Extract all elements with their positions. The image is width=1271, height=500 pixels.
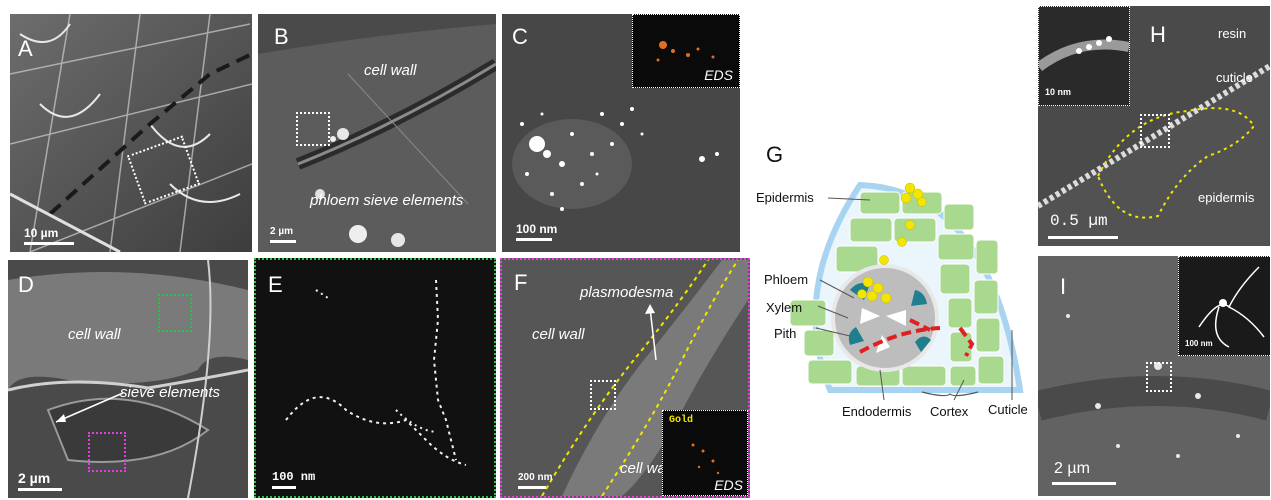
panel-f-plasmodesma-text: plasmodesma [580, 284, 674, 301]
panel-g-cuticle-label: Cuticle [988, 402, 1028, 417]
panel-b-cell-wall-text: cell wall [364, 62, 417, 79]
panel-g-epidermis-label: Epidermis [756, 190, 814, 205]
panel-h-scalebar [1048, 236, 1118, 239]
panel-f-eds-map [691, 443, 720, 475]
panel-i-inset-scale: 100 nm [1185, 339, 1213, 348]
panel-h-zoom-box [1140, 114, 1170, 148]
panel-d-sieve-text: sieve elements [120, 384, 221, 401]
panel-f-label: F [514, 270, 528, 295]
panel-d-magenta-box [88, 432, 126, 472]
panel-c: C EDS 100 nm [502, 14, 740, 252]
panel-d-micrograph [8, 260, 248, 498]
panel-d: D cell wall sieve elements 2 µm [8, 260, 248, 498]
panel-c-eds-label: EDS [704, 67, 733, 83]
panel-a-scalebar [24, 242, 74, 245]
panel-f-scalebar [518, 486, 546, 489]
panel-e-micrograph [256, 260, 494, 496]
panel-e-scale: 100 nm [272, 470, 316, 484]
panel-g-phloem-label: Phloem [764, 272, 809, 287]
panel-d-scale: 2 µm [18, 470, 51, 486]
panel-a-scale: 10 µm [24, 226, 59, 240]
panel-c-scalebar [516, 238, 552, 241]
panel-f-eds-inset: Gold EDS [662, 410, 748, 496]
panel-c-eds-inset: EDS [632, 14, 740, 88]
panel-f-cell-wall-text-1: cell wall [532, 326, 585, 343]
panel-g-label: G [766, 142, 784, 167]
panel-f-scale: 200 nm [518, 472, 553, 483]
panel-b-zoom-box [296, 112, 330, 146]
panel-a-label: A [18, 36, 33, 61]
panel-i-inset-image [1198, 266, 1265, 348]
panel-b-label: B [274, 24, 289, 49]
panel-c-eds-map [656, 41, 715, 62]
panel-e: E 100 nm [254, 258, 496, 498]
panel-i-scalebar [1052, 482, 1116, 485]
panel-f-zoom-box [590, 380, 616, 410]
panel-d-green-box [158, 294, 192, 332]
panel-c-scale: 100 nm [516, 222, 558, 236]
panel-h-label: H [1150, 22, 1166, 47]
panel-h-resin-text: resin [1218, 26, 1247, 41]
panel-h-scale: 0.5 µm [1050, 212, 1108, 230]
panel-e-scalebar [272, 486, 296, 489]
panel-i-inset: 100 nm [1178, 256, 1270, 356]
panel-i-label: I [1060, 274, 1067, 299]
panel-i: I 100 nm 2 µm [1038, 256, 1270, 496]
panel-b-scalebar [270, 240, 296, 243]
panel-h-epidermis-text: epidermis [1198, 190, 1255, 205]
panel-c-label: C [512, 24, 528, 49]
panel-g: G Epidermis Phloe [750, 130, 1040, 430]
panel-i-scale: 2 µm [1054, 460, 1090, 477]
panel-i-zoom-box [1146, 362, 1172, 392]
panel-f: F plasmodesma cell wall cell wall Gold E… [500, 258, 750, 498]
panel-h-cuticle-text: cuticle [1216, 70, 1253, 85]
panel-d-arrow-icon [55, 392, 124, 423]
panel-g-cortex-label: Cortex [930, 404, 969, 419]
panel-d-scalebar [18, 488, 62, 491]
panel-g-pith-label: Pith [774, 326, 797, 341]
panel-g-root-diagram [789, 181, 1024, 401]
panel-a: A 10 µm [10, 14, 252, 252]
panel-b-micrograph [258, 14, 496, 252]
panel-f-arrow-icon [645, 304, 657, 361]
panel-f-gold-label: Gold [669, 415, 694, 426]
panel-h-inset: 10 nm [1038, 6, 1130, 106]
panel-h-inset-image [1039, 36, 1129, 72]
panel-b-phloem-text: phloem sieve elements [310, 192, 464, 209]
panel-b: B cell wall phloem sieve elements 2 µm [258, 14, 496, 252]
panel-e-label: E [268, 272, 283, 297]
panel-a-micrograph [10, 14, 252, 252]
panel-h-inset-scale: 10 nm [1045, 87, 1072, 97]
panel-d-cell-wall-text: cell wall [68, 326, 121, 343]
panel-b-scale: 2 µm [270, 226, 293, 237]
panel-h: 10 nm H resin cuticle epidermis 0.5 µm [1038, 6, 1270, 246]
panel-f-cell-wall-text-2: cell wall [620, 460, 673, 477]
panel-f-eds-label: EDS [714, 477, 743, 493]
panel-g-endodermis-label: Endodermis [842, 404, 912, 419]
panel-g-xylem-label: Xylem [766, 300, 803, 315]
panel-d-label: D [18, 272, 34, 297]
